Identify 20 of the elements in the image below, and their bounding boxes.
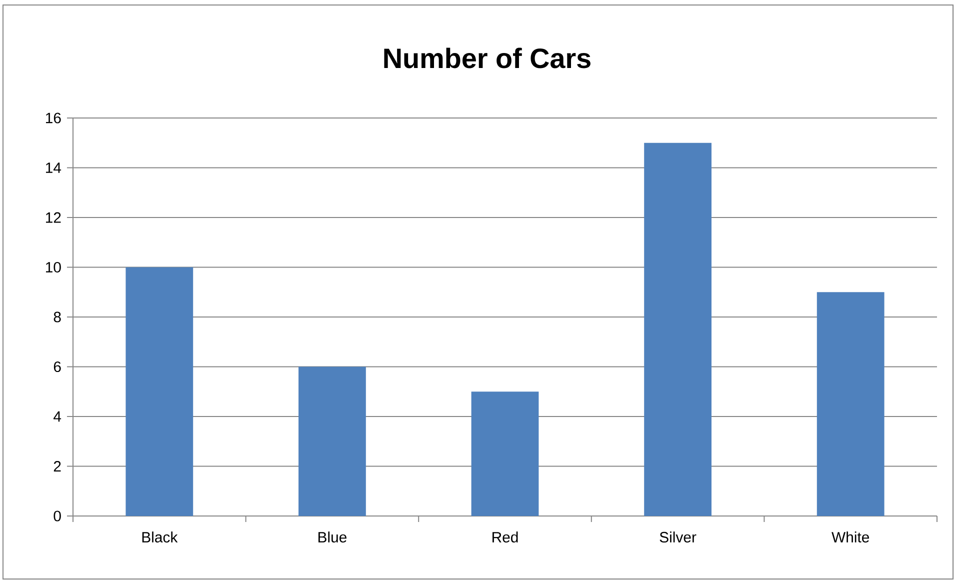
y-tick-label: 16 — [46, 112, 61, 124]
x-tick-label: Silver — [660, 532, 696, 542]
bar — [644, 142, 712, 516]
y-tick-label: 14 — [46, 162, 62, 173]
y-tick-label: 8 — [54, 312, 61, 322]
y-tick-label: 0 — [54, 510, 61, 522]
x-tick-label: White — [832, 532, 870, 542]
y-tick-label: 10 — [46, 262, 61, 273]
bar — [471, 392, 539, 516]
x-tick-label: Black — [142, 532, 178, 542]
x-tick-label: Red — [492, 532, 518, 542]
bar — [816, 292, 884, 516]
y-tick-label: 2 — [54, 461, 61, 472]
y-tick-label: 4 — [54, 411, 62, 422]
chart-title: Number of Cars — [384, 48, 590, 68]
y-tick-label: 12 — [46, 212, 61, 223]
y-tick-label: 6 — [54, 361, 61, 372]
bar — [298, 366, 366, 516]
bar — [126, 267, 194, 516]
x-tick-label: Blue — [318, 532, 346, 542]
